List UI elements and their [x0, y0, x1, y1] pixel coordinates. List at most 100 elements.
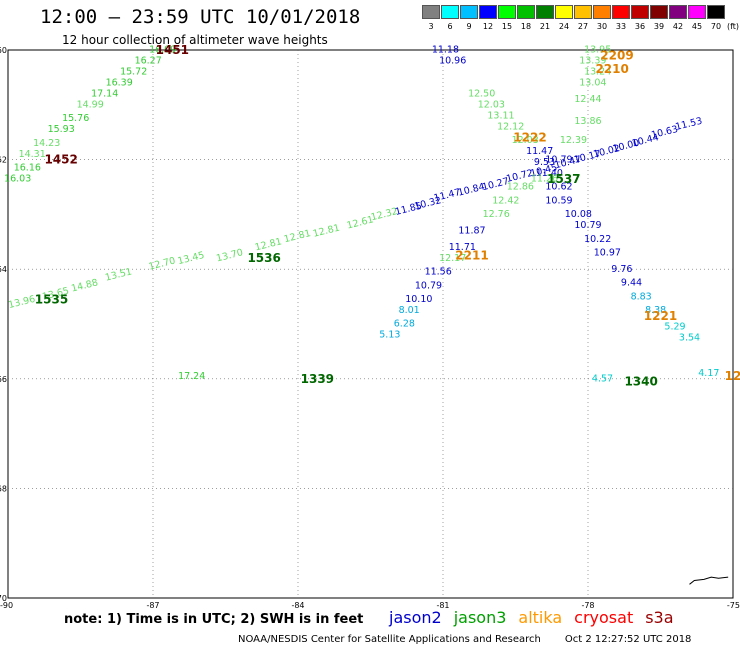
colorbar-swatch	[650, 5, 668, 19]
map-title: 12:00 – 23:59 UTC 10/01/2018	[40, 6, 361, 28]
wave-height-value: 4.17	[698, 368, 719, 379]
credit-text: NOAA/NESDIS Center for Satellite Applica…	[238, 634, 541, 645]
latitude-label: -60	[0, 46, 7, 55]
wave-height-value: 8.01	[399, 305, 420, 316]
wave-height-value: 12.44	[574, 94, 601, 105]
colorbar-tick-label: 18	[520, 22, 532, 31]
wave-height-value: 6.28	[394, 319, 415, 330]
wave-height-value: 4.57	[592, 374, 613, 385]
legend-jason3: jason3	[453, 608, 507, 627]
wave-height-value: 11.53	[674, 116, 703, 133]
pass-time-label: 1535	[35, 292, 68, 306]
credit-line: NOAA/NESDIS Center for Satellite Applica…	[238, 634, 691, 645]
longitude-label: -75	[727, 601, 740, 610]
latitude-label: -64	[0, 265, 7, 274]
satellite-legend: jason2 jason3 altika cryosat s3a	[389, 608, 686, 627]
colorbar-unit: (ft)	[726, 22, 740, 31]
pass-time-label: 1536	[247, 251, 280, 265]
wave-height-value: 12.03	[478, 100, 505, 111]
colorbar-swatch	[479, 5, 497, 19]
wave-height-value: 3.54	[679, 332, 700, 343]
wave-height-value: 5.13	[379, 330, 400, 341]
wave-height-value: 9.44	[621, 278, 642, 289]
colorbar-tick-label: 42	[672, 22, 684, 31]
colorbar-swatch	[422, 5, 440, 19]
wave-height-value: 16.16	[14, 163, 41, 174]
longitude-label: -87	[146, 601, 159, 610]
generated-timestamp: Oct 2 12:27:52 UTC 2018	[564, 634, 692, 645]
wave-height-value: 14.23	[33, 138, 60, 149]
colorbar-tick-label: 45	[691, 22, 703, 31]
longitude-label: -78	[581, 601, 594, 610]
colorbar-tick-label: 9	[466, 22, 472, 31]
colorbar-tick-label: 39	[653, 22, 665, 31]
colorbar-swatch	[574, 5, 592, 19]
latitude-label: -66	[0, 375, 7, 384]
wave-height-value: 11.56	[425, 267, 452, 278]
wave-height-value: 11.18	[432, 45, 459, 56]
wave-height-value: 13.95	[584, 45, 611, 56]
wave-height-value: 15.93	[48, 124, 75, 135]
latitude-label: -70	[0, 594, 7, 603]
wave-height-value: 13.04	[579, 78, 606, 89]
wave-height-value: 12.12	[497, 121, 524, 132]
wave-height-value: 17.24	[178, 371, 205, 382]
wave-height-value: 10.79	[545, 154, 572, 165]
wave-height-value: 13.39	[579, 56, 606, 67]
longitude-label: -81	[436, 601, 449, 610]
wave-height-value: 14.88	[70, 277, 99, 294]
wave-height-value: 10.22	[584, 234, 611, 245]
colorbar-tick-label: 3	[428, 22, 434, 31]
legend-jason2: jason2	[389, 608, 442, 627]
colorbar-tick-label: 6	[447, 22, 453, 31]
colorbar-swatch	[498, 5, 516, 19]
wave-height-value: 12.17	[439, 253, 466, 264]
pass-time-label: 1451	[156, 43, 189, 57]
wave-height-value: 11.47	[526, 146, 553, 157]
pass-time-label: 1452	[44, 153, 77, 167]
wave-height-value: 11.26	[531, 174, 558, 185]
wave-height-value: 10.79	[574, 220, 601, 231]
colorbar-swatch	[460, 5, 478, 19]
wave-height-value: 10.10	[405, 294, 432, 305]
legend-altika: altika	[518, 608, 563, 627]
colorbar-swatch	[536, 5, 554, 19]
colorbar-tick-label: 15	[501, 22, 513, 31]
wave-height-value: 13.70	[215, 247, 244, 264]
colorbar-swatch	[555, 5, 573, 19]
wave-height-value: 8.38	[645, 305, 666, 316]
colorbar-tick-label: 36	[634, 22, 646, 31]
coastline	[689, 576, 729, 585]
colorbar-swatch	[669, 5, 687, 19]
wave-height-value: 13.45	[177, 250, 206, 267]
wave-height-value: 10.08	[565, 209, 592, 220]
wave-height-value: 9.53	[534, 157, 555, 168]
colorbar-tick-label: 27	[577, 22, 589, 31]
colorbar-tick-label: 12	[482, 22, 494, 31]
wave-height-value: 5.29	[664, 321, 685, 332]
latitude-label: -68	[0, 484, 7, 493]
colorbar-swatch	[517, 5, 535, 19]
wave-height-value: 12.39	[560, 135, 587, 146]
wave-height-value: 12.86	[507, 182, 534, 193]
wave-height-value: 16.09	[149, 45, 176, 56]
wave-height-value: 11.71	[449, 242, 476, 253]
wave-height-value: 14.99	[77, 100, 104, 111]
wave-height-value: 10.96	[439, 56, 466, 67]
colorbar-tick-label: 33	[615, 22, 627, 31]
wave-height-value: 10.79	[415, 280, 442, 291]
wave-height-value: 16.27	[135, 56, 162, 67]
wave-height-value: 12.81	[312, 223, 341, 240]
map-subtitle: 12 hour collection of altimeter wave hei…	[62, 33, 328, 47]
colorbar-swatch	[612, 5, 630, 19]
wave-height-value: 11.87	[458, 226, 485, 237]
wave-height-value: 10.97	[594, 248, 621, 259]
wave-height-value: 14.31	[19, 149, 46, 160]
wave-height-value: 11.40	[536, 168, 563, 179]
wave-height-value: 10.59	[545, 195, 572, 206]
colorbar-swatch	[593, 5, 611, 19]
pass-time-label: 2210	[595, 62, 628, 76]
legend-cryosat: cryosat	[574, 608, 634, 627]
pass-time-label: 12	[725, 369, 740, 383]
